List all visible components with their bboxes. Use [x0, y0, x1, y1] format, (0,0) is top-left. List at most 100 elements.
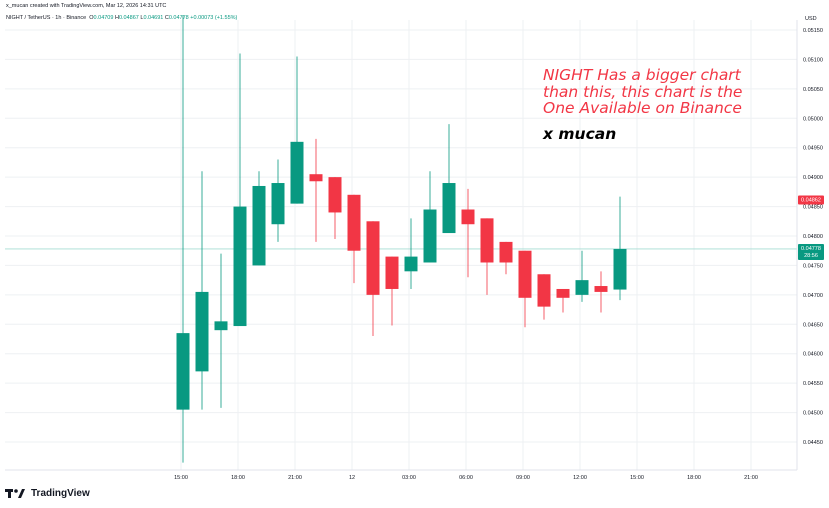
- y-tick-label: 0.04650: [803, 322, 823, 328]
- open-value: 0.04709: [93, 15, 114, 21]
- candle-body: [385, 256, 399, 289]
- time-axis[interactable]: 15:00 18:00 21:00 12 03:00 06:00 09:00 12:00 15:…: [174, 475, 758, 481]
- candle-up: [233, 53, 247, 327]
- annotation-line: than this, this chart is the: [543, 82, 743, 101]
- close-label: C: [164, 15, 169, 21]
- annotation-text: NIGHT Has a bigger chart than this, this…: [543, 67, 742, 117]
- candle-body: [404, 256, 418, 272]
- x-tick-label: 18:00: [231, 475, 245, 481]
- candle-body: [195, 291, 209, 372]
- candle-down: [347, 194, 361, 284]
- candle-down: [309, 138, 323, 242]
- y-tick-label: 0.04700: [803, 293, 823, 299]
- candle-body: [366, 221, 380, 295]
- candle-up: [176, 15, 190, 463]
- tradingview-logo[interactable]: TradingView: [5, 488, 90, 499]
- candle-down: [480, 218, 494, 295]
- candle-body: [461, 209, 475, 225]
- symbol-info-line: NIGHT / TetherUS · 1h · Binance O0.04709…: [6, 15, 237, 21]
- candle-body: [575, 280, 589, 295]
- y-tick-label: 0.04500: [803, 411, 823, 417]
- candle-up: [613, 196, 627, 301]
- candle-up: [423, 171, 437, 263]
- change-value: +0.00073 (+1.55%): [190, 15, 238, 21]
- open-label: O: [89, 15, 94, 21]
- created-by-text: x_mucan created with TradingView.com, Ma…: [6, 3, 167, 9]
- candle-body: [290, 141, 304, 204]
- candle-up: [271, 159, 285, 242]
- y-tick-label: 0.04850: [803, 205, 823, 211]
- candle-body: [252, 185, 266, 266]
- annotation-line: NIGHT Has a bigger chart: [543, 66, 741, 84]
- logo-text: TradingView: [31, 488, 90, 499]
- y-tick-label: 0.04600: [803, 352, 823, 358]
- candle-body: [442, 183, 456, 234]
- candle-up: [214, 253, 228, 408]
- candle-body: [518, 250, 532, 298]
- x-tick-label: 09:00: [516, 475, 530, 481]
- candle-down: [556, 288, 570, 313]
- x-tick-label: 15:00: [630, 475, 644, 481]
- high-value: 0.04867: [118, 15, 139, 21]
- candle-body: [309, 174, 323, 182]
- y-tick-label: 0.04450: [803, 440, 823, 446]
- y-tick-label: 0.05150: [803, 28, 823, 34]
- candle-body: [499, 241, 513, 263]
- candle-body: [480, 218, 494, 263]
- candle-body: [347, 194, 361, 251]
- high-price-tag-label: 0.04862: [801, 198, 821, 204]
- countdown-label: 28:56: [804, 253, 818, 259]
- tradingview-logo-icon: [5, 489, 25, 498]
- candle-body: [594, 286, 608, 292]
- candle-down: [537, 274, 551, 320]
- y-tick-label: 0.05050: [803, 87, 823, 93]
- candle-body: [233, 206, 247, 327]
- candles: [176, 15, 627, 463]
- candle-up: [442, 124, 456, 234]
- candle-up: [195, 171, 209, 410]
- low-value: 0.04691: [143, 15, 164, 21]
- x-tick-label: 03:00: [402, 475, 416, 481]
- last-price-tag: [798, 243, 824, 260]
- last-price-tag-label: 0.04778: [801, 246, 821, 252]
- candle-body: [176, 333, 190, 410]
- candle-up: [290, 56, 304, 204]
- price-axis[interactable]: 0.05150 0.05100 0.05050 0.05000 0.04950 0.049…: [803, 28, 823, 446]
- candle-down: [594, 271, 608, 313]
- candle-body: [214, 321, 228, 331]
- high-price-tag: [798, 195, 824, 205]
- candle-up: [575, 250, 589, 302]
- symbol-name[interactable]: NIGHT / TetherUS · 1h · Binance: [6, 15, 87, 21]
- y-tick-label: 0.05000: [803, 116, 823, 122]
- high-label: H: [114, 15, 119, 21]
- candle-body: [537, 274, 551, 307]
- candle-down: [385, 256, 399, 326]
- candle-up: [404, 218, 418, 289]
- x-tick-label: 12:00: [573, 475, 587, 481]
- x-tick-label: 18:00: [687, 475, 701, 481]
- x-tick-label: 21:00: [288, 475, 302, 481]
- low-label: L: [140, 15, 144, 21]
- candle-down: [328, 177, 342, 239]
- candle-down: [518, 250, 532, 328]
- y-tick-label: 0.04900: [803, 175, 823, 181]
- candle-up: [252, 171, 266, 266]
- candle-body: [423, 209, 437, 263]
- x-tick-label: 15:00: [174, 475, 188, 481]
- y-tick-label: 0.04750: [803, 263, 823, 269]
- y-tick-label: 0.04800: [803, 234, 823, 240]
- y-tick-label: 0.04950: [803, 146, 823, 152]
- candle-body: [613, 248, 627, 290]
- candle-down: [461, 188, 475, 278]
- signature-text: x mucan: [543, 125, 617, 143]
- y-tick-label: 0.05100: [803, 57, 823, 63]
- x-tick-label: 21:00: [744, 475, 758, 481]
- candle-body: [328, 177, 342, 213]
- close-value: 0.04778: [168, 15, 189, 21]
- x-tick-label: 06:00: [459, 475, 473, 481]
- y-tick-label: 0.04550: [803, 381, 823, 387]
- currency-label: USD: [805, 16, 817, 22]
- candle-down: [366, 221, 380, 337]
